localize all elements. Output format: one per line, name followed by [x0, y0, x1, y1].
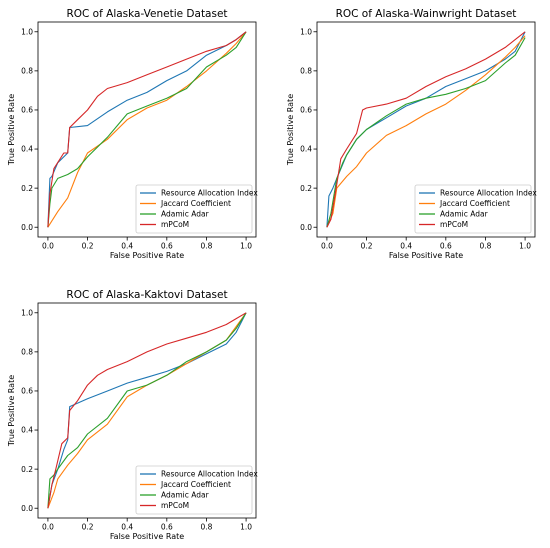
x-tick-label: 1.0 [519, 242, 531, 251]
series-line-mpcom [326, 31, 526, 228]
roc-chart-1: ROC of Alaska-Venetie Dataset 0.0 0.2 0.4 0.… [7, 8, 258, 260]
y-tick-label: 0.8 [21, 348, 33, 357]
legend-entry: Resource Allocation Index [161, 189, 258, 198]
axes-frame [37, 302, 257, 519]
x-tick-label: 0.2 [82, 242, 94, 251]
y-tick-label: 0.6 [21, 106, 33, 115]
series-lines [326, 31, 526, 228]
series-line-resource-allocation [326, 31, 526, 228]
x-tick-label: 0.6 [161, 242, 173, 251]
y-tick-label: 0.2 [300, 184, 312, 193]
x-tick-label: 0.4 [121, 242, 133, 251]
y-tick-label: 0.8 [300, 67, 312, 76]
y-axis-label: True Positive Rate [286, 94, 295, 166]
x-tick-label: 0.4 [400, 242, 412, 251]
x-tick-label: 0.2 [82, 523, 94, 532]
x-tick-label: 1.0 [240, 523, 252, 532]
x-tick-label: 0.2 [361, 242, 373, 251]
legend-box [135, 465, 253, 515]
series-line-adamic-adar [47, 312, 247, 509]
legend-entry: mPCoM [440, 220, 468, 229]
legend-entry: Adamic Adar [161, 210, 210, 219]
legend-box [135, 184, 253, 234]
legend-entry: Jaccard Coefficient [439, 199, 510, 208]
x-axis-label: False Positive Rate [389, 251, 463, 260]
y-axis-label: True Positive Rate [7, 94, 16, 166]
axes-frame [316, 21, 536, 238]
y-tick-label: 1.0 [21, 27, 33, 36]
y-tick-label: 0.0 [300, 223, 312, 232]
legend-entry: Adamic Adar [161, 491, 210, 500]
y-tick-label: 0.6 [300, 106, 312, 115]
y-tick-label: 0.0 [21, 504, 33, 513]
x-tick-label: 0.8 [479, 242, 491, 251]
legend-entry: Adamic Adar [440, 210, 489, 219]
roc-chart-2: ROC of Alaska-Wainwright Dataset 0.0 0.2 0.… [286, 8, 537, 260]
x-tick-label: 0.0 [321, 242, 333, 251]
series-line-adamic-adar [47, 31, 247, 228]
y-tick-label: 0.4 [300, 145, 312, 154]
y-tick-label: 1.0 [300, 27, 312, 36]
y-tick-label: 0.4 [21, 426, 33, 435]
x-tick-label: 0.8 [200, 523, 212, 532]
x-tick-label: 1.0 [240, 242, 252, 251]
y-tick-label: 0.8 [21, 67, 33, 76]
series-line-jaccard [326, 35, 526, 228]
legend-entry: Jaccard Coefficient [160, 199, 231, 208]
y-tick-label: 1.0 [21, 308, 33, 317]
x-tick-label: 0.6 [440, 242, 452, 251]
legend-entry: Jaccard Coefficient [160, 480, 231, 489]
series-line-resource-allocation [47, 31, 247, 228]
x-axis-label: False Positive Rate [110, 251, 184, 260]
series-line-resource-allocation [47, 312, 247, 509]
series-line-mpcom [47, 31, 247, 228]
legend-entry: Resource Allocation Index [440, 189, 537, 198]
legend-box [414, 184, 532, 234]
x-tick-label: 0.8 [200, 242, 212, 251]
y-tick-label: 0.2 [21, 465, 33, 474]
y-tick-label: 0.0 [21, 223, 33, 232]
legend-entry: Resource Allocation Index [161, 470, 258, 479]
axes-frame [37, 21, 257, 238]
series-line-mpcom [47, 312, 247, 509]
roc-chart-3: ROC of Alaska-Kaktovi Dataset 0.0 0.2 0.4 0.… [7, 289, 258, 541]
legend-entry: mPCoM [161, 220, 189, 229]
x-tick-label: 0.4 [121, 523, 133, 532]
chart-title: ROC of Alaska-Kaktovi Dataset [66, 289, 227, 301]
series-lines [47, 312, 247, 509]
x-tick-label: 0.0 [42, 523, 54, 532]
series-line-jaccard [47, 31, 247, 228]
legend-entry: mPCoM [161, 501, 189, 510]
chart-title: ROC of Alaska-Wainwright Dataset [336, 8, 517, 20]
chart-title: ROC of Alaska-Venetie Dataset [66, 8, 227, 20]
y-tick-label: 0.4 [21, 145, 33, 154]
series-line-adamic-adar [326, 37, 526, 228]
series-lines [47, 31, 247, 228]
y-tick-label: 0.6 [21, 387, 33, 396]
x-tick-label: 0.0 [42, 242, 54, 251]
x-tick-label: 0.6 [161, 523, 173, 532]
x-axis-label: False Positive Rate [110, 532, 184, 541]
y-axis-label: True Positive Rate [7, 375, 16, 447]
y-tick-label: 0.2 [21, 184, 33, 193]
